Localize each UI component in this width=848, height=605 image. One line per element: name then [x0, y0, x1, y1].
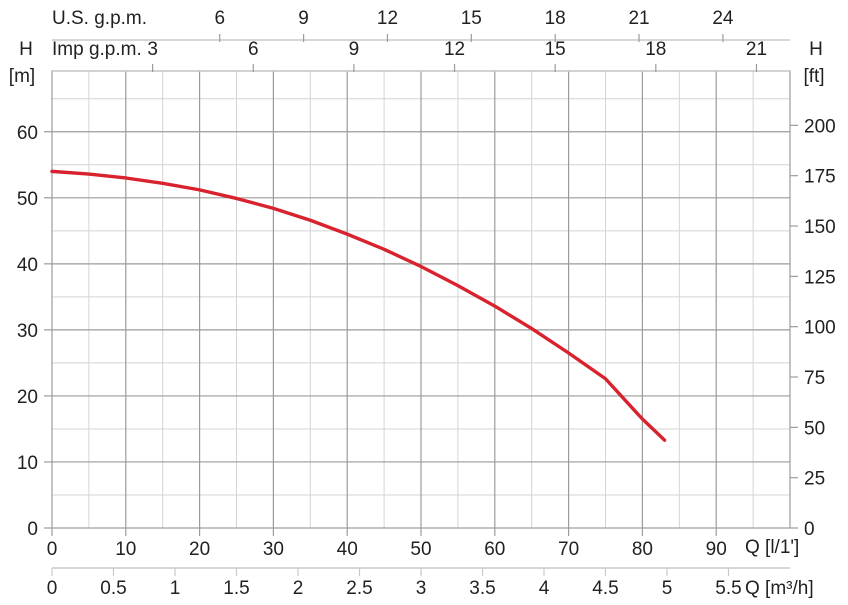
axis-tick-label: 50	[804, 418, 825, 439]
major-vertical-gridlines	[125, 71, 717, 528]
major-horizontal-gridlines	[52, 131, 790, 463]
axis-tick-label: 5.5	[715, 578, 741, 599]
flow-lpm-axis-title: Q [l/1']	[745, 537, 799, 558]
flow-m3h-axis-title: Q [m³/h]	[745, 578, 814, 599]
axis-tick-label: 30	[263, 539, 284, 560]
axis-tick-label: 3	[147, 39, 158, 60]
axis-tick-label: 2.5	[346, 578, 372, 599]
axis-tick-label: 2	[293, 578, 304, 599]
head-m-axis-title: H	[19, 39, 33, 60]
axis-tick-label: 10	[17, 453, 38, 474]
axis-tick-label: 150	[804, 217, 836, 238]
axis-tick-label: 24	[712, 8, 734, 29]
axis-tick-label: 3.5	[469, 578, 495, 599]
imp-gpm-axis-tick-labels: 3 6 9 12 15 18 21	[147, 39, 767, 60]
axis-tick-label: 9	[298, 8, 309, 29]
axis-tick-label: 6	[214, 8, 225, 29]
axis-tick-label: 9	[349, 39, 360, 60]
axis-tick-label: 18	[645, 39, 666, 60]
axis-tick-label: 0	[27, 519, 38, 540]
axis-tick-label: 40	[337, 539, 358, 560]
axis-tick-label: 0	[804, 519, 815, 540]
axis-tick-label: 0.5	[100, 578, 126, 599]
axis-tick-label: 0	[47, 578, 58, 599]
axis-tick-label: 21	[746, 39, 767, 60]
axis-tick-label: 50	[17, 189, 38, 210]
axis-tick-label: 60	[17, 123, 38, 144]
head-m-axis-ticks	[44, 131, 52, 529]
imp-gpm-axis-title: Imp g.p.m.	[52, 39, 142, 60]
axis-tick-label: 60	[484, 539, 505, 560]
axis-tick-label: 40	[17, 255, 38, 276]
flow-lpm-axis-ticks	[51, 528, 717, 536]
head-ft-axis-unit: [ft]	[803, 66, 824, 87]
axis-tick-label: 75	[804, 368, 825, 389]
axis-tick-label: 10	[115, 539, 136, 560]
axis-tick-label: 5	[662, 578, 673, 599]
us-gpm-axis-tick-labels: 6 9 12 15 18 21 24	[214, 8, 733, 29]
axis-tick-label: 18	[545, 8, 566, 29]
axis-tick-label: 1.5	[223, 578, 249, 599]
head-ft-axis-title: H	[809, 39, 823, 60]
axis-tick-label: 200	[804, 116, 836, 137]
axis-tick-label: 12	[377, 8, 398, 29]
flow-m3h-axis-ticks	[51, 568, 730, 576]
axis-tick-label: 6	[248, 39, 259, 60]
minor-vertical-gridlines	[88, 71, 754, 528]
axis-tick-label: 21	[628, 8, 649, 29]
axis-tick-label: 80	[632, 539, 653, 560]
axis-tick-label: 50	[410, 539, 431, 560]
axis-tick-label: 175	[804, 167, 836, 188]
axis-tick-label: 0	[47, 539, 58, 560]
axis-tick-label: 4	[539, 578, 550, 599]
pump-head-curve	[50, 169, 667, 442]
axis-tick-label: 20	[17, 387, 38, 408]
imp-gpm-axis-ticks	[152, 64, 758, 72]
us-gpm-axis-ticks	[219, 34, 724, 42]
axis-tick-label: 1	[170, 578, 181, 599]
head-m-axis-unit: [m]	[9, 66, 35, 87]
flow-m3h-axis-tick-labels: 0 0.5 1 1.5 2 2.5 3 3.5 4 4.5 5 5.5	[47, 578, 742, 599]
head-m-axis-tick-labels: 0 10 20 30 40 50 60	[17, 123, 38, 540]
us-gpm-axis-title: U.S. g.p.m.	[52, 8, 147, 29]
axis-tick-label: 3	[416, 578, 427, 599]
axis-tick-label: 12	[444, 39, 465, 60]
axis-tick-label: 100	[804, 318, 836, 339]
flow-lpm-axis-tick-labels: 0 10 20 30 40 50 60 70 80 90	[47, 539, 727, 560]
axis-tick-label: 20	[189, 539, 210, 560]
axis-tick-label: 90	[706, 539, 727, 560]
axis-tick-label: 30	[17, 321, 38, 342]
axis-tick-label: 15	[461, 8, 482, 29]
axis-tick-label: 25	[804, 469, 825, 490]
axis-tick-label: 125	[804, 267, 836, 288]
axis-tick-label: 4.5	[592, 578, 618, 599]
axis-tick-label: 15	[545, 39, 566, 60]
axis-tick-label: 70	[558, 539, 579, 560]
head-ft-axis-ticks	[790, 124, 798, 529]
head-ft-axis-tick-labels: 0 25 50 75 100 125 150 175 200	[804, 116, 836, 540]
